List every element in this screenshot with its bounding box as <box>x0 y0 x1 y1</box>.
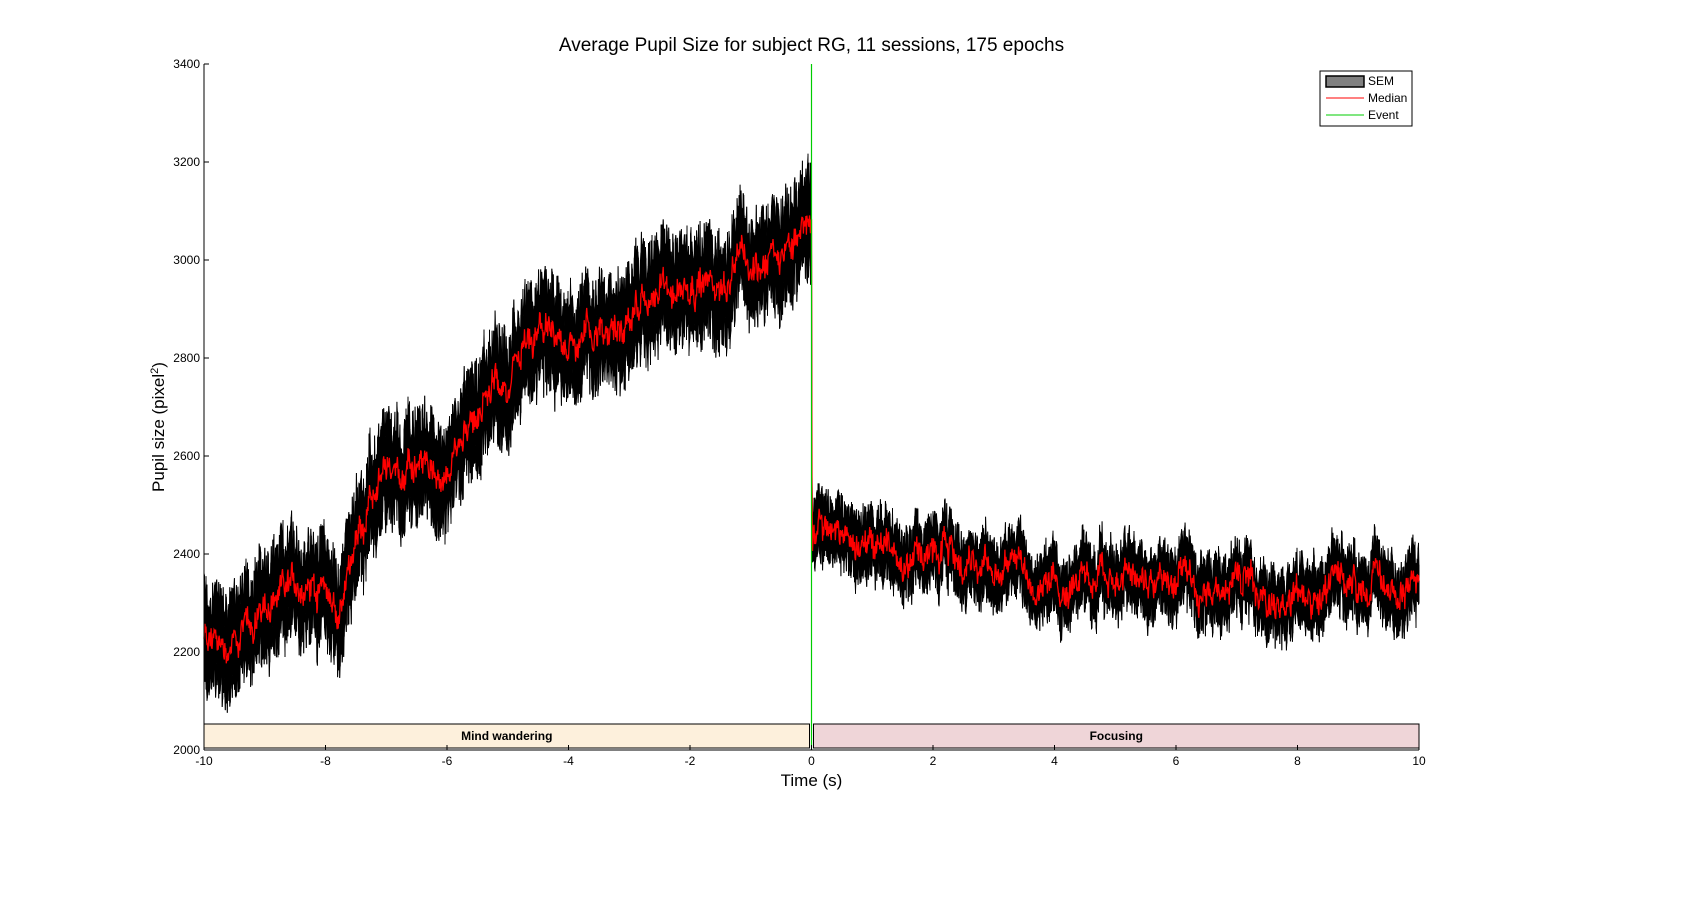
y-tick-label: 2400 <box>173 547 200 561</box>
legend: SEM Median Event <box>1319 70 1413 127</box>
y-axis-ticks: 2000 2200 2400 2600 2800 3000 3200 3400 <box>173 57 209 757</box>
y-tick-label: 3000 <box>173 253 200 267</box>
y-axis-label: Pupil size (pixel2) <box>149 362 168 492</box>
legend-label-median: Median <box>1368 91 1407 105</box>
x-tick-label: -10 <box>195 754 213 768</box>
phase-bands: Mind wandering Focusing <box>203 723 1420 749</box>
legend-sem-swatch <box>1325 75 1365 88</box>
chart-title: Average Pupil Size for subject RG, 11 se… <box>559 35 1064 56</box>
x-tick-label: 6 <box>1173 754 1180 768</box>
x-tick-label: -2 <box>685 754 696 768</box>
y-tick-label: 2600 <box>173 449 200 463</box>
y-tick-label: 3400 <box>173 57 200 71</box>
x-tick-label: 0 <box>808 754 815 768</box>
phase-label-0: Mind wandering <box>461 729 552 743</box>
x-tick-label: 4 <box>1051 754 1058 768</box>
y-tick-label: 2800 <box>173 351 200 365</box>
x-axis-ticks: -10 -8 -6 -4 -2 0 2 4 6 8 10 <box>195 745 1426 768</box>
phase-band-0 <box>203 723 810 749</box>
x-tick-label: 8 <box>1294 754 1301 768</box>
x-tick-label: 10 <box>1412 754 1426 768</box>
x-tick-label: -8 <box>320 754 331 768</box>
legend-label-event: Event <box>1368 108 1399 122</box>
y-axis-label-main: Pupil size (pixel <box>149 374 168 492</box>
y-axis-label-superscript: 2 <box>149 368 161 374</box>
x-tick-label: -6 <box>442 754 453 768</box>
x-tick-label: 2 <box>930 754 937 768</box>
x-axis-label: Time (s) <box>781 771 843 790</box>
legend-label-sem: SEM <box>1368 74 1394 88</box>
y-tick-label: 2000 <box>173 743 200 757</box>
y-tick-label: 3200 <box>173 155 200 169</box>
y-axis-label-end: ) <box>149 362 168 368</box>
y-tick-label: 2200 <box>173 645 200 659</box>
phase-label-1: Focusing <box>1090 729 1143 743</box>
x-tick-label: -4 <box>563 754 574 768</box>
phase-band-1 <box>813 723 1420 749</box>
